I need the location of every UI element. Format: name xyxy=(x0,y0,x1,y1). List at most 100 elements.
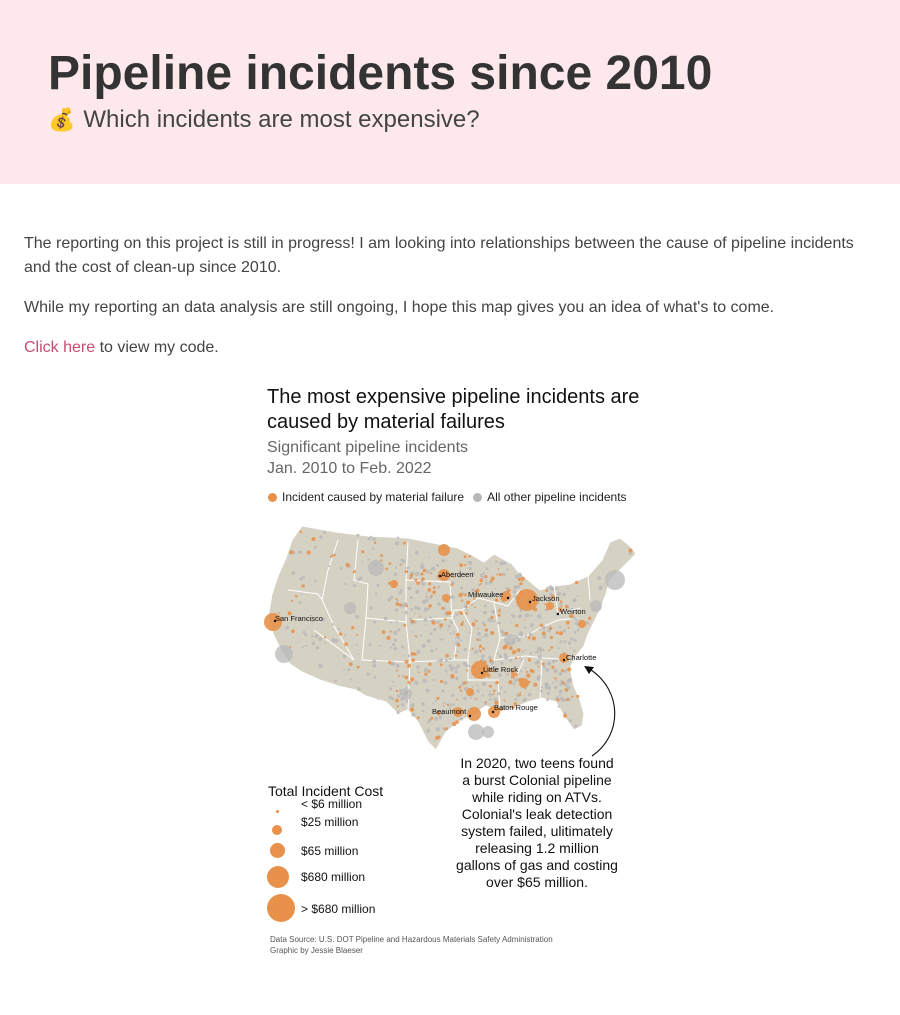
incident-circle xyxy=(453,707,463,717)
incident-dot xyxy=(502,561,507,565)
incident-dot xyxy=(302,575,305,579)
incident-dot xyxy=(452,703,455,707)
annotation-arrow xyxy=(587,667,616,757)
incident-dot xyxy=(468,631,471,634)
intro-section: The reporting on this project is still i… xyxy=(0,184,900,360)
incident-dot xyxy=(389,621,392,624)
incident-dot xyxy=(542,665,546,669)
incident-dot xyxy=(333,553,336,557)
incident-dot xyxy=(470,603,473,606)
incident-dot xyxy=(533,682,538,687)
incident-dot xyxy=(302,630,306,634)
incident-dot xyxy=(344,634,347,637)
incident-dot xyxy=(566,620,570,625)
incident-dot xyxy=(446,559,449,562)
map-annotation: In 2020, two teens found a burst Colonia… xyxy=(456,755,618,890)
incident-dot xyxy=(537,675,541,680)
incident-dot xyxy=(422,678,427,683)
incident-circle xyxy=(482,726,494,738)
incident-dot xyxy=(553,668,558,673)
incident-dot xyxy=(407,566,410,569)
incident-dot xyxy=(524,619,526,621)
incident-dot xyxy=(568,678,573,682)
incident-circle xyxy=(516,589,538,611)
incident-dot xyxy=(481,694,484,697)
incident-dot xyxy=(527,658,532,662)
incident-dot xyxy=(492,693,495,696)
size-legend-title: Total Incident Cost xyxy=(268,783,384,799)
incident-dot xyxy=(501,572,506,577)
incident-dot xyxy=(448,658,452,661)
incident-circle xyxy=(275,645,293,663)
incident-circle xyxy=(590,600,602,612)
city-marker xyxy=(480,671,484,675)
incident-dot xyxy=(483,604,487,608)
incident-dot xyxy=(545,667,550,672)
incident-dot xyxy=(453,616,455,618)
map-source: Data Source: U.S. DOT Pipeline and Hazar… xyxy=(270,934,553,956)
city-marker xyxy=(556,612,560,616)
incident-dot xyxy=(481,576,485,580)
incident-dot xyxy=(534,662,537,665)
incident-dot xyxy=(524,635,527,638)
incident-dot xyxy=(483,623,486,627)
legend-dot-other xyxy=(473,492,483,502)
incident-dot xyxy=(468,555,471,558)
incident-dot xyxy=(416,716,420,720)
incident-dot xyxy=(451,693,455,697)
incident-dot xyxy=(414,578,418,582)
incident-dot xyxy=(493,697,498,702)
incident-dot xyxy=(397,675,400,677)
incident-dot xyxy=(347,668,351,672)
incident-dot xyxy=(400,564,402,566)
incident-dot xyxy=(447,629,449,631)
incident-dot xyxy=(563,669,568,673)
incident-dot xyxy=(404,659,409,664)
incident-dot xyxy=(394,566,398,569)
incident-circle xyxy=(438,544,450,556)
incident-dot xyxy=(537,654,542,659)
incident-dot xyxy=(494,700,499,705)
incident-dot xyxy=(300,592,303,595)
incident-dot xyxy=(323,636,327,639)
incident-dot xyxy=(500,629,504,634)
incident-dot xyxy=(428,582,432,586)
incident-dot xyxy=(546,691,550,695)
incident-dot xyxy=(432,586,436,590)
incident-dot xyxy=(460,586,464,590)
incident-dot xyxy=(427,718,432,723)
incident-dot xyxy=(437,585,441,589)
incident-dot xyxy=(342,654,347,659)
incident-dot xyxy=(423,669,427,673)
incident-dot xyxy=(396,663,400,666)
incident-dot xyxy=(314,579,317,583)
incident-dot xyxy=(471,647,474,650)
incident-dot xyxy=(517,678,521,682)
incident-dot xyxy=(409,573,413,577)
incident-dot xyxy=(488,684,492,688)
incident-dot xyxy=(285,625,289,630)
incident-dot xyxy=(385,567,389,571)
incident-dot xyxy=(508,646,513,651)
incident-dot xyxy=(395,689,399,693)
incident-dot xyxy=(449,667,454,672)
incident-dot xyxy=(463,648,467,651)
incident-dot xyxy=(450,583,454,587)
incident-dot xyxy=(387,597,391,602)
incident-dot xyxy=(389,687,393,691)
incident-dot xyxy=(506,568,509,571)
incident-dot xyxy=(395,698,399,703)
incident-dot xyxy=(495,680,499,685)
incident-dot xyxy=(564,688,569,692)
incident-dot xyxy=(475,638,479,641)
incident-dot xyxy=(559,640,563,644)
incident-dot xyxy=(458,592,463,598)
code-link[interactable]: Click here xyxy=(24,339,96,356)
incident-dot xyxy=(402,675,404,678)
incident-dot xyxy=(499,686,503,690)
incident-dot xyxy=(372,659,377,664)
incident-dot xyxy=(442,727,446,731)
incident-dot xyxy=(423,617,428,622)
incident-dot xyxy=(291,599,294,602)
incident-dot xyxy=(421,581,426,586)
